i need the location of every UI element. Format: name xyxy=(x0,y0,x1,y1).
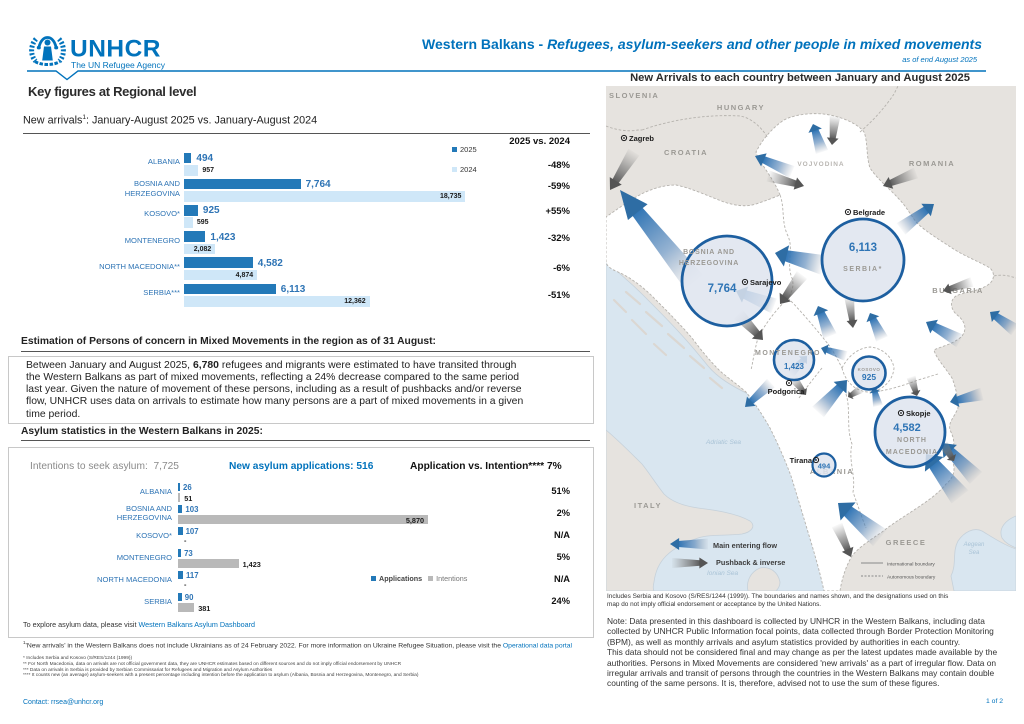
svg-text:7,764: 7,764 xyxy=(708,283,737,295)
svg-text:494: 494 xyxy=(818,462,831,471)
svg-text:ROMANIA: ROMANIA xyxy=(909,159,955,168)
svg-text:4,582: 4,582 xyxy=(893,422,921,434)
svg-text:VOJVODINA: VOJVODINA xyxy=(797,161,844,168)
svg-text:Belgrade: Belgrade xyxy=(853,208,885,217)
svg-text:Skopje: Skopje xyxy=(906,409,931,418)
svg-text:Main entering flow: Main entering flow xyxy=(713,541,777,550)
svg-text:BOSNIA AND: BOSNIA AND xyxy=(683,249,735,256)
svg-text:Ionian Sea: Ionian Sea xyxy=(707,570,738,577)
svg-text:The UN Refugee Agency: The UN Refugee Agency xyxy=(71,60,166,70)
svg-text:SLOVENIA: SLOVENIA xyxy=(609,91,659,100)
svg-text:UNHCR: UNHCR xyxy=(70,36,161,63)
svg-text:6,113: 6,113 xyxy=(849,242,877,254)
svg-text:925: 925 xyxy=(862,372,876,382)
svg-text:Autonomous boundary: Autonomous boundary xyxy=(887,575,936,581)
svg-text:Pushback & inverse: Pushback & inverse xyxy=(716,558,785,567)
svg-text:Sarajevo: Sarajevo xyxy=(750,278,782,287)
svg-text:Aegean: Aegean xyxy=(963,542,985,548)
svg-text:Podgorica: Podgorica xyxy=(768,387,806,396)
svg-text:ITALY: ITALY xyxy=(634,501,662,510)
svg-text:Tirana: Tirana xyxy=(790,456,813,465)
svg-text:GREECE: GREECE xyxy=(886,538,927,547)
svg-text:KOSOVO: KOSOVO xyxy=(858,367,881,372)
svg-text:MONTENEGRO: MONTENEGRO xyxy=(755,350,821,357)
svg-text:International boundary: International boundary xyxy=(887,562,935,568)
svg-text:Zagreb: Zagreb xyxy=(629,134,654,143)
svg-text:1,423: 1,423 xyxy=(784,362,805,371)
svg-text:HUNGARY: HUNGARY xyxy=(717,103,765,112)
svg-text:HERZEGOVINA: HERZEGOVINA xyxy=(679,260,739,267)
svg-text:BULGARIA: BULGARIA xyxy=(932,286,984,295)
svg-text:Sea: Sea xyxy=(969,550,980,556)
svg-text:CROATIA: CROATIA xyxy=(664,148,708,157)
svg-text:SERBIA*: SERBIA* xyxy=(843,266,883,273)
svg-text:MACEDONIA: MACEDONIA xyxy=(886,449,938,456)
svg-text:Adriatic Sea: Adriatic Sea xyxy=(705,439,741,446)
svg-text:NORTH: NORTH xyxy=(897,437,927,444)
